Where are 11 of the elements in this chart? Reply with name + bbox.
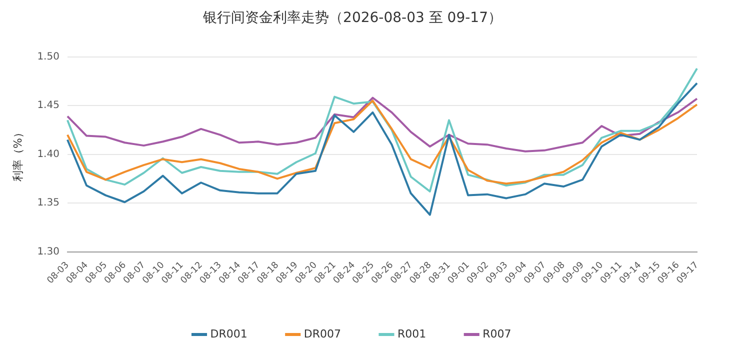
- y-tick-label: 1.30: [37, 246, 60, 258]
- y-tick-label: 1.45: [37, 100, 60, 112]
- legend-label: R007: [482, 327, 512, 340]
- legend-label: R001: [397, 327, 426, 340]
- chart-title: 银行间资金利率走势（2026-08-03 至 09-17）: [202, 10, 502, 26]
- y-axis-title: 利率（%）: [11, 127, 24, 182]
- legend-label: DR007: [304, 327, 341, 340]
- y-tick-label: 1.50: [37, 51, 60, 62]
- y-tick-label: 1.35: [37, 198, 60, 209]
- y-tick-label: 1.40: [37, 148, 60, 160]
- legend-label: DR001: [210, 327, 248, 340]
